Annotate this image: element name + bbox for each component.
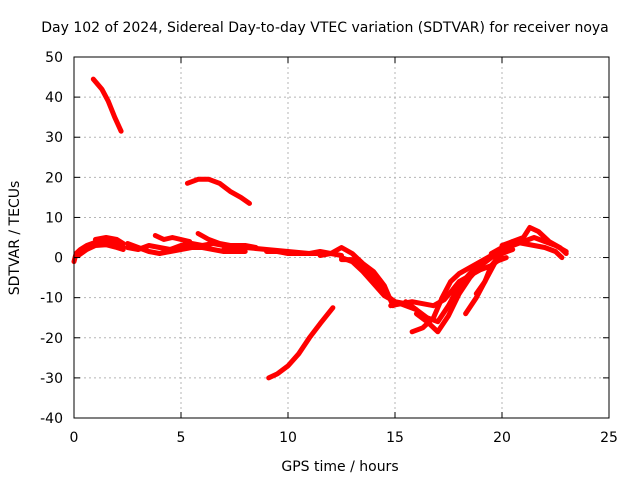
y-tick-label: -10: [40, 291, 63, 307]
y-tick-label: -20: [40, 331, 63, 347]
y-tick-label: -30: [40, 371, 63, 387]
x-tick-label: 10: [279, 430, 297, 446]
series-line-arc-1: [71, 239, 126, 265]
chart-title: Day 102 of 2024, Sidereal Day-to-day VTE…: [41, 20, 609, 36]
x-tick-label: 5: [177, 430, 186, 446]
y-tick-label: 50: [45, 50, 63, 66]
y-tick-label: 20: [45, 170, 63, 186]
series-line-arc-8: [184, 176, 252, 206]
y-tick-label: 30: [45, 130, 63, 146]
series-line-arc-7: [152, 233, 193, 244]
x-axis-title: GPS time / hours: [281, 459, 398, 475]
tick-labels: 0 5 10 15 20 25 -40 -30 -20 -10 0 10 20 30 40 50: [40, 50, 618, 446]
series-line-arc-24: [499, 239, 565, 261]
x-tick-label: 25: [600, 430, 618, 446]
series-line-arc-11: [264, 249, 334, 256]
series-line-arc-3: [90, 76, 124, 134]
series-line-arc-4: [92, 235, 126, 246]
series-line-arc-12: [266, 305, 336, 381]
series-line-arc-13: [317, 245, 396, 309]
series-line-arc-2: [75, 242, 126, 258]
data-series: [71, 76, 569, 381]
axis-ticks: [73, 56, 610, 419]
y-tick-label: -40: [40, 411, 63, 427]
y-tick-label: 10: [45, 210, 63, 226]
y-axis-title: SDTVAR / TECUs: [7, 181, 23, 296]
x-tick-label: 0: [70, 430, 79, 446]
y-tick-label: 40: [45, 90, 63, 106]
grid-lines: [74, 57, 609, 418]
x-tick-label: 20: [493, 430, 511, 446]
series-line-arc-21: [473, 253, 503, 297]
y-tick-label: 0: [54, 251, 63, 267]
plot-frame: [73, 56, 610, 419]
series-line-arc-17: [403, 261, 484, 325]
x-tick-label: 15: [386, 430, 404, 446]
